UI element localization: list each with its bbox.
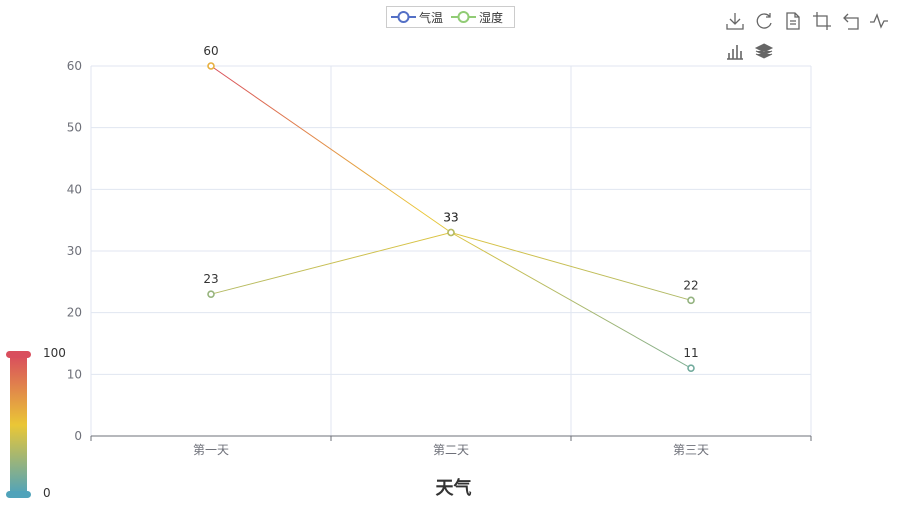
data-point[interactable] [687, 296, 695, 305]
data-view-icon [786, 12, 800, 30]
undo-button[interactable] [840, 10, 862, 32]
legend-marker-icon [391, 11, 416, 23]
download-button[interactable] [724, 10, 746, 32]
refresh-icon [756, 13, 772, 29]
crop-button[interactable] [811, 10, 833, 32]
visual-map[interactable] [6, 351, 31, 498]
data-point[interactable] [447, 228, 455, 237]
visual-map-min-handle[interactable] [6, 491, 31, 498]
download-icon [726, 13, 744, 30]
undo-icon [843, 13, 859, 30]
x-tick-label: 第二天 [433, 443, 469, 457]
data-label: 60 [203, 44, 218, 58]
chart-legend: 气温 湿度 [386, 6, 515, 28]
refresh-button[interactable] [753, 10, 775, 32]
legend-circle [457, 11, 470, 23]
data-label: 23 [203, 272, 218, 286]
x-tick-label: 第三天 [673, 443, 709, 457]
visual-map-min-label: 0 [43, 486, 51, 500]
line-chart-icon [870, 13, 888, 29]
visual-map-max-label: 100 [43, 346, 66, 360]
line-chart-button[interactable] [868, 10, 890, 32]
data-point[interactable] [207, 62, 215, 70]
y-tick-label: 30 [67, 244, 82, 258]
legend-label: 湿度 [479, 10, 504, 25]
crop-icon [813, 12, 831, 30]
series-line-1 [210, 231, 692, 301]
data-point[interactable] [207, 290, 215, 298]
visual-map-max-handle[interactable] [6, 351, 31, 358]
legend-label: 气温 [419, 10, 444, 25]
data-label: 33 [443, 211, 458, 225]
legend-item[interactable]: 湿度 [451, 9, 503, 26]
bar-chart-icon [727, 45, 743, 60]
x-axis-title: 天气 [435, 478, 472, 499]
legend-circle [397, 11, 410, 23]
y-tick-label: 60 [67, 59, 82, 73]
data-point[interactable] [687, 364, 695, 372]
legend-marker-icon [451, 11, 477, 23]
y-tick-label: 20 [67, 306, 82, 320]
data-label: 33 [443, 211, 458, 225]
y-tick-label: 0 [74, 429, 82, 443]
data-view-button[interactable] [782, 10, 804, 32]
data-label: 11 [683, 346, 698, 360]
stack-icon [754, 43, 774, 59]
data-label: 22 [683, 278, 698, 292]
legend-item[interactable]: 气温 [391, 9, 443, 26]
y-tick-label: 10 [67, 367, 82, 381]
x-tick-label: 第一天 [193, 443, 229, 457]
y-tick-label: 50 [67, 121, 82, 135]
visual-map-bar [10, 356, 27, 494]
stack-button[interactable] [753, 40, 775, 62]
y-tick-label: 40 [67, 182, 82, 196]
bar-chart-button[interactable] [724, 40, 746, 62]
